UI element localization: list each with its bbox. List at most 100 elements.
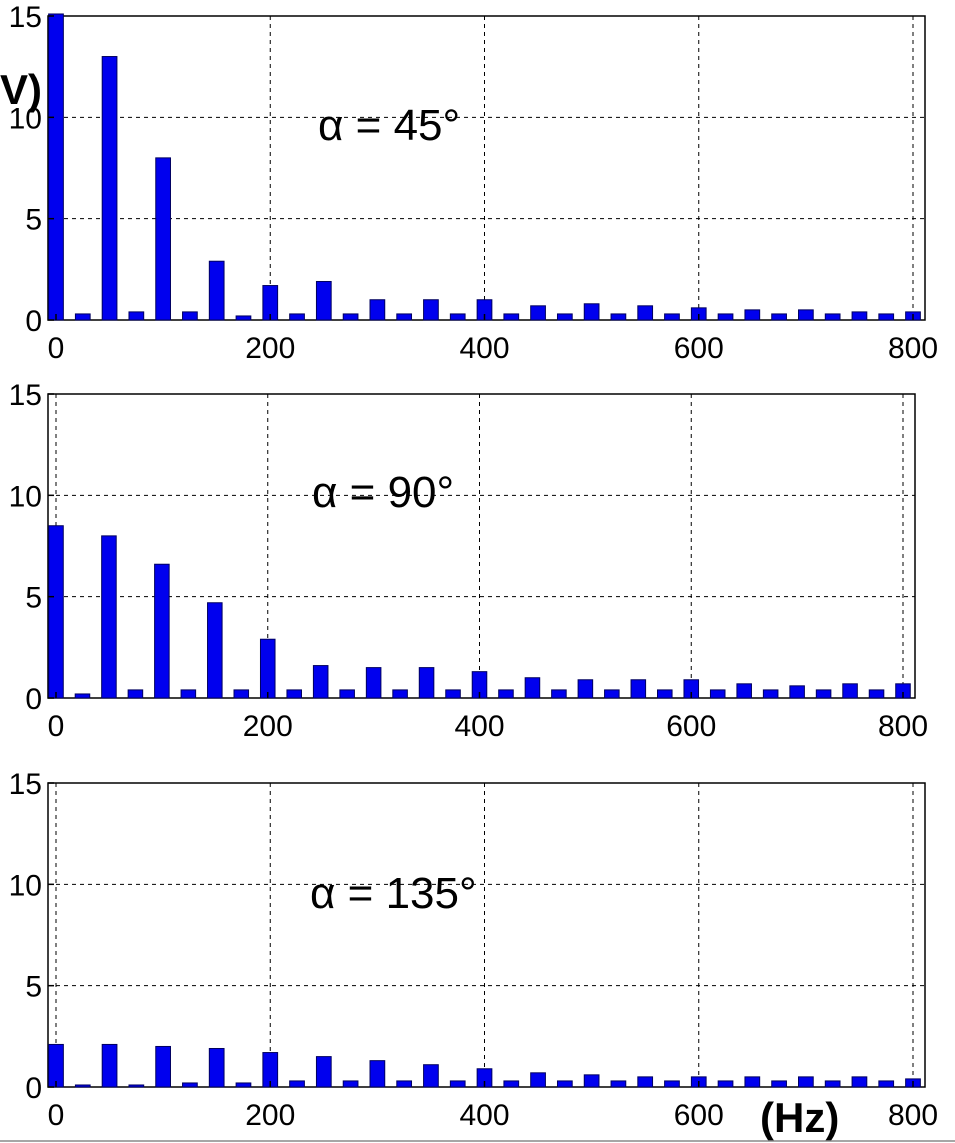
bar — [449, 1080, 466, 1088]
bar — [48, 1043, 64, 1088]
x-tick-label: 400 — [459, 332, 509, 365]
bar — [128, 311, 145, 321]
bar — [637, 1076, 654, 1088]
bar — [798, 309, 814, 321]
bar — [423, 299, 439, 321]
bar — [664, 313, 680, 321]
x-tick-label: 600 — [674, 332, 724, 365]
y-tick-label: 10 — [9, 102, 42, 135]
x-tick-label: 400 — [454, 710, 504, 743]
bar — [423, 1064, 439, 1088]
y-tick-label: 0 — [25, 305, 42, 338]
bar — [717, 313, 734, 321]
bar — [630, 679, 647, 699]
bar — [445, 689, 461, 699]
bar — [815, 689, 832, 699]
bar — [289, 1080, 305, 1088]
bar — [48, 13, 64, 321]
bar — [369, 1060, 386, 1088]
bar — [744, 309, 761, 321]
bar — [208, 260, 225, 321]
bar — [637, 305, 654, 321]
bar — [128, 1084, 145, 1088]
y-tick-label: 0 — [25, 1072, 42, 1105]
bar — [74, 693, 91, 699]
y-tick-label: 10 — [9, 480, 42, 513]
bar — [530, 1072, 546, 1088]
bar — [583, 1074, 600, 1088]
bar — [798, 1076, 814, 1088]
x-tick-label: 200 — [243, 710, 293, 743]
x-tick-label: 0 — [48, 710, 65, 743]
bar — [657, 689, 673, 699]
bar — [583, 303, 600, 321]
y-tick-label: 5 — [25, 204, 42, 237]
bar — [610, 1080, 627, 1088]
plot-frame — [47, 782, 926, 1088]
bar — [610, 313, 627, 321]
bar — [182, 311, 198, 321]
bar — [315, 1056, 332, 1088]
bar — [418, 667, 435, 699]
bar — [396, 1080, 413, 1088]
bar — [664, 1080, 680, 1088]
bar — [878, 1080, 895, 1088]
bar — [498, 689, 514, 699]
x-tick-label: 200 — [245, 1099, 295, 1132]
bar — [577, 679, 594, 699]
y-tick-label: 5 — [25, 582, 42, 615]
bar — [503, 1080, 520, 1088]
bar — [74, 313, 91, 321]
bar — [233, 689, 250, 699]
chart-panel-3: 0 5 10 15 0 200 400 600 800 α = 135° — [9, 768, 938, 1132]
bar — [851, 1076, 868, 1088]
bar — [530, 305, 546, 321]
bar — [551, 689, 567, 699]
chart-panel-1: 0 5 10 15 0 200 400 600 800 α = 45° — [9, 1, 938, 365]
x-tick-label: 600 — [674, 1099, 724, 1132]
bar — [74, 1084, 91, 1088]
x-tick-label: 200 — [245, 332, 295, 365]
x-tick-label: 0 — [48, 332, 65, 365]
bar — [789, 685, 805, 699]
bar — [392, 689, 408, 699]
bar — [369, 299, 386, 321]
bar — [771, 1080, 787, 1088]
y-tick-label: 5 — [25, 971, 42, 1004]
bar — [842, 683, 858, 699]
y-tick-label: 15 — [9, 379, 42, 412]
bar — [235, 315, 252, 321]
y-tick-label: 10 — [9, 869, 42, 902]
bar — [312, 665, 329, 699]
chart-panel-2: 0 5 10 15 0 200 400 600 800 α = 90° — [9, 379, 928, 743]
bar — [524, 677, 541, 699]
bar — [824, 313, 841, 321]
y-tick-label: 0 — [25, 683, 42, 716]
bar — [101, 56, 118, 321]
bar — [207, 602, 223, 699]
x-unit-label: (Hz) — [760, 1094, 839, 1141]
bar — [396, 313, 413, 321]
x-tick-label: 800 — [888, 332, 938, 365]
bar — [235, 1082, 252, 1088]
bar — [155, 157, 171, 321]
bar — [771, 313, 787, 321]
bar — [180, 689, 197, 699]
angle-annotation: α = 135° — [310, 869, 477, 918]
x-tick-label: 800 — [888, 1099, 938, 1132]
bar — [342, 313, 359, 321]
bar — [127, 689, 144, 699]
bar — [604, 689, 620, 699]
angle-annotation: α = 45° — [318, 101, 460, 150]
bar — [762, 689, 779, 699]
bar — [154, 563, 170, 699]
bar — [339, 689, 355, 699]
bar — [342, 1080, 359, 1088]
bar — [556, 1080, 573, 1088]
bar — [286, 689, 302, 699]
bar — [824, 1080, 841, 1088]
y-tick-label: 15 — [9, 768, 42, 801]
bar — [48, 525, 64, 699]
bar — [717, 1080, 734, 1088]
